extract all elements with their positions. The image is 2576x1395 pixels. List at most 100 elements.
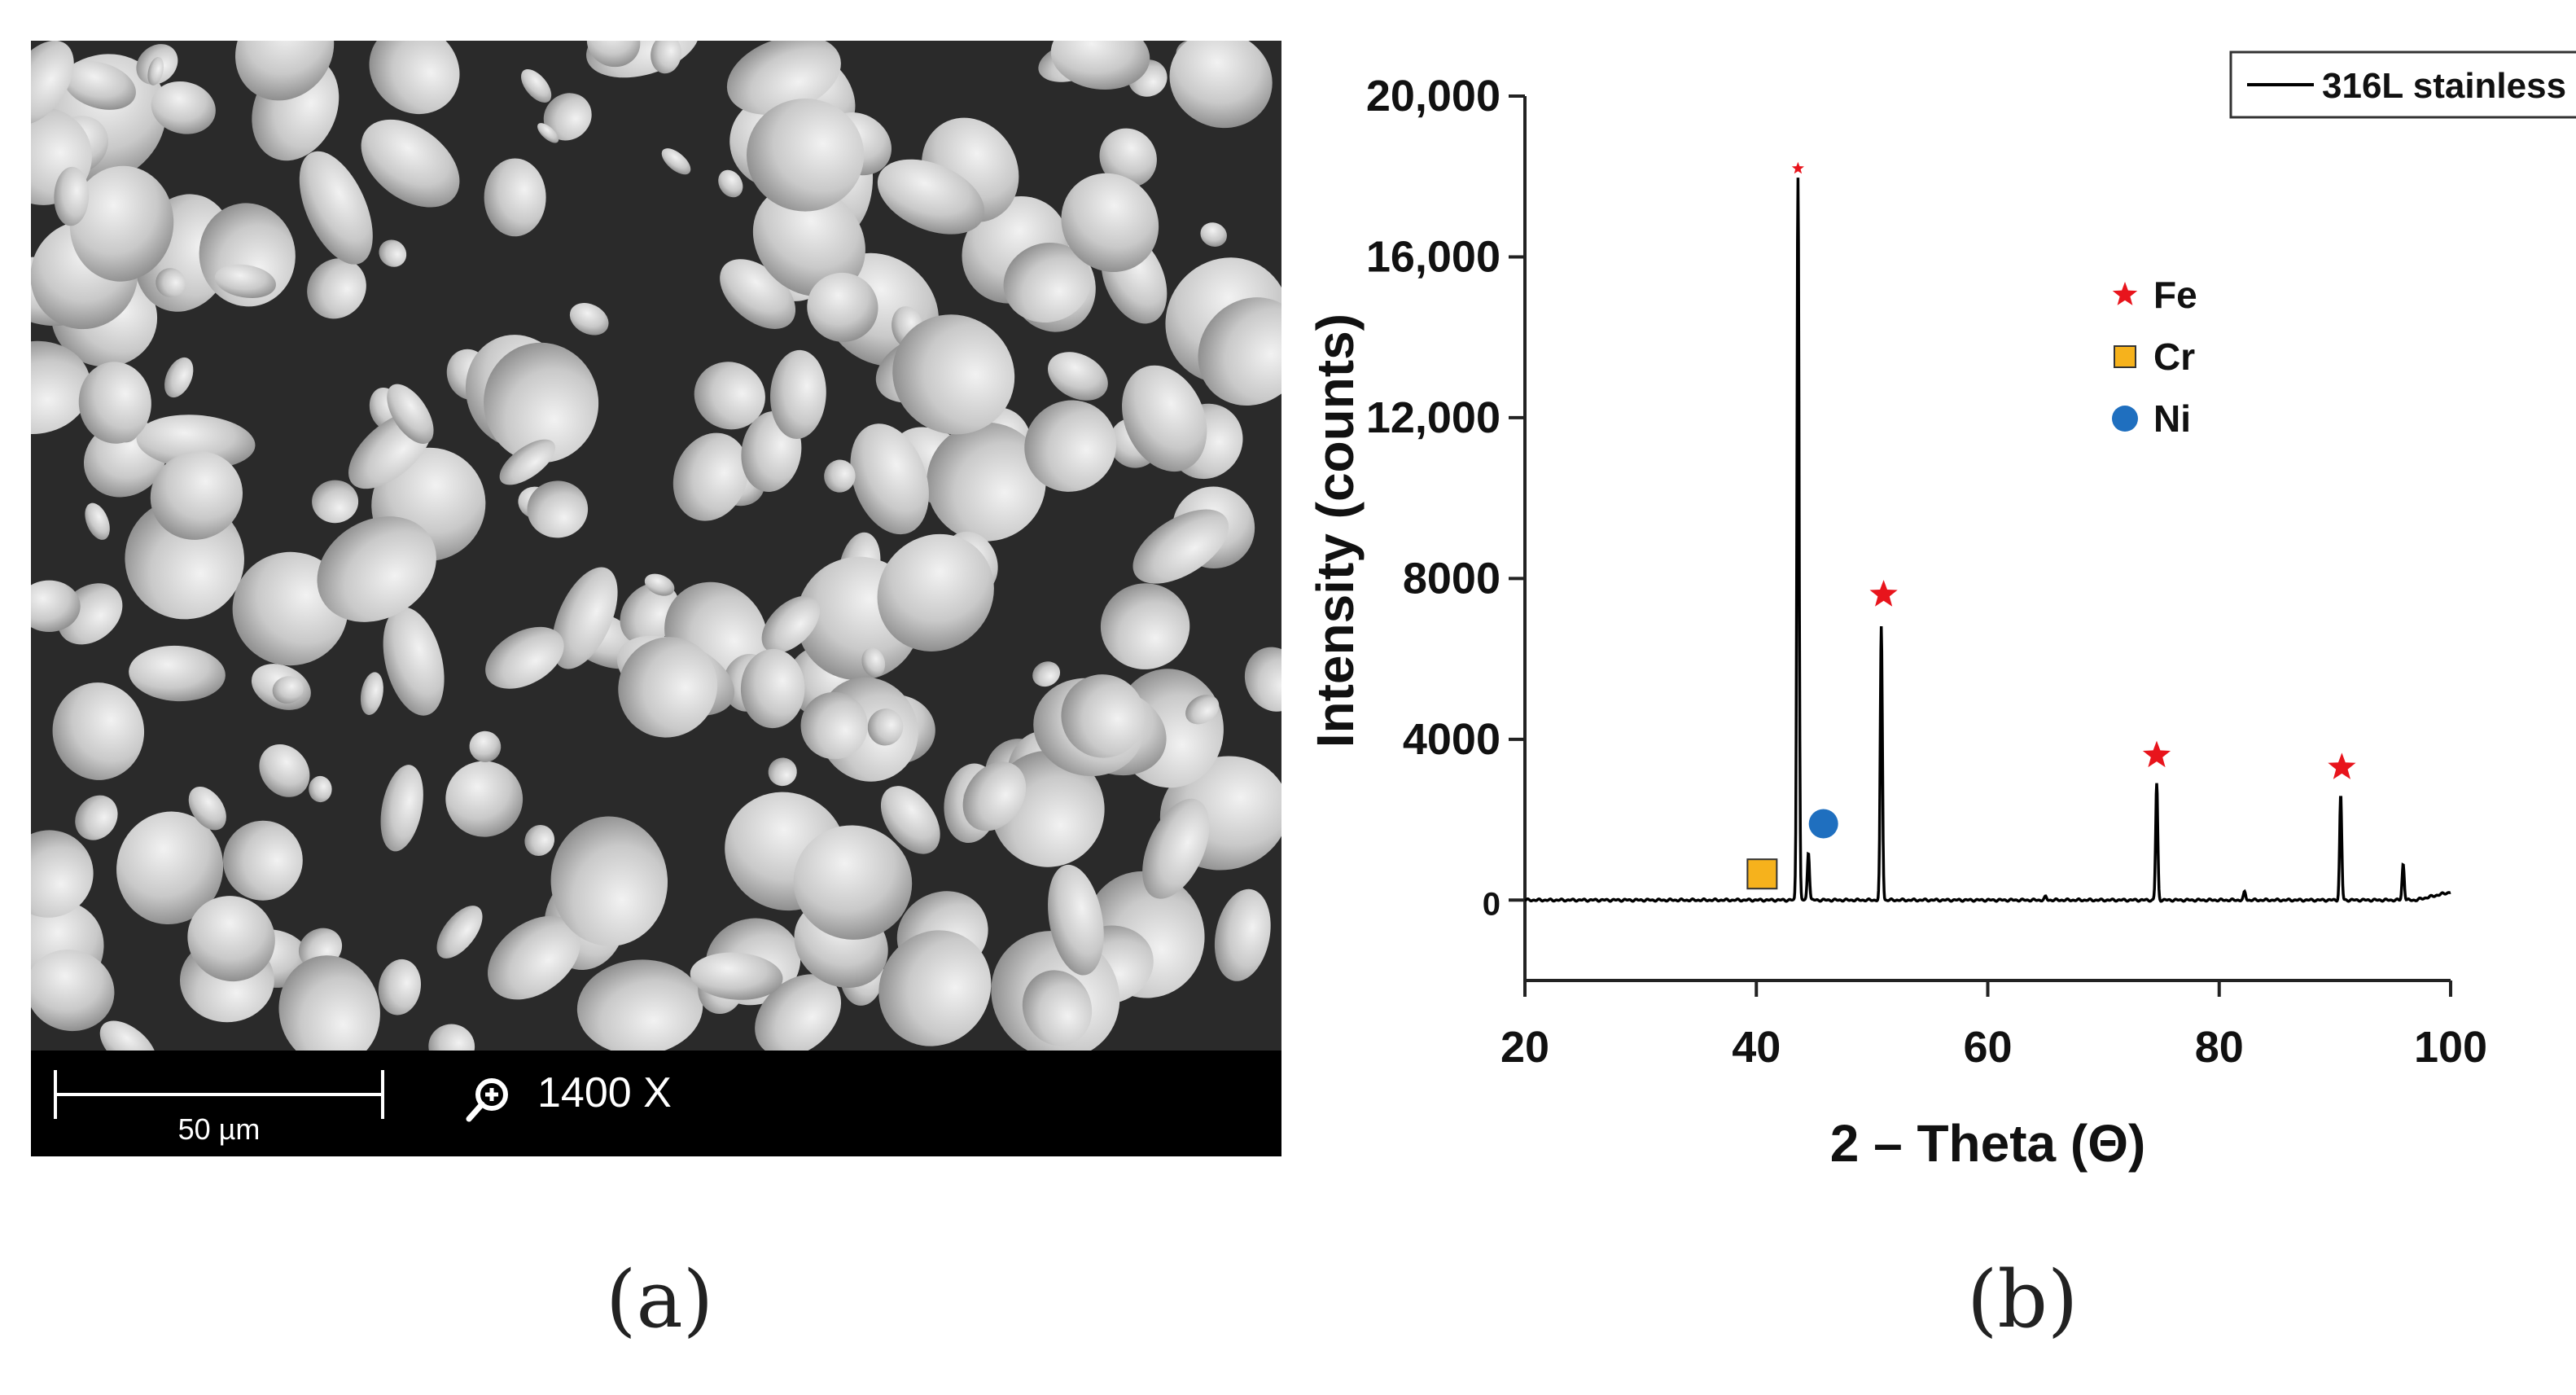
powder-particle (1185, 695, 1220, 725)
powder-particle (380, 765, 423, 852)
powder-particle (576, 959, 703, 1051)
powder-particle (259, 744, 310, 797)
powder-particle (485, 626, 564, 689)
powder-particle (521, 69, 552, 103)
powder-particle (69, 165, 174, 282)
powder-particle (223, 820, 303, 901)
powder-particle (690, 952, 783, 1000)
powder-particle (428, 1024, 475, 1051)
x-tick-label: 60 (1963, 1023, 2012, 1072)
powder-particle (550, 816, 668, 946)
phase-legend-marker (2112, 282, 2138, 305)
sem-micrograph-panel: 50 µm 1400 X (31, 41, 1281, 1156)
powder-particle (740, 648, 805, 729)
x-tick-label: 40 (1732, 1023, 1781, 1072)
powder-particle (1024, 400, 1117, 492)
powder-particle (31, 340, 91, 434)
powder-particle (877, 159, 985, 235)
powder-particle (962, 761, 1027, 831)
powder-particle (552, 567, 618, 669)
powder-particle (499, 439, 555, 485)
y-tick-label: 12,000 (1366, 393, 1500, 442)
powder-particle (469, 730, 502, 762)
powder-particle (299, 151, 373, 265)
powder-particle (369, 41, 460, 115)
panel-caption-a: (a) (606, 1254, 714, 1345)
y-tick-label: 0 (1483, 886, 1500, 922)
y-axis-label: Intensity (counts) (1306, 314, 1365, 748)
powder-particle (867, 708, 904, 746)
powder-particle (800, 691, 868, 760)
powder-particle (361, 119, 460, 208)
phase-legend-label: Ni (2153, 397, 2191, 440)
x-axis-label: 2 – Theta (Θ) (1830, 1114, 2146, 1173)
powder-particle (484, 342, 599, 463)
powder-particle (746, 99, 865, 212)
powder-particle (445, 761, 524, 837)
powder-particle (1244, 647, 1281, 712)
powder-particle (379, 239, 407, 267)
powder-particle (1142, 798, 1210, 899)
powder-particle (807, 272, 878, 342)
panel-caption-b: (b) (1967, 1254, 2079, 1345)
powder-particle (1214, 888, 1271, 981)
scale-bar-label: 50 µm (177, 1112, 261, 1146)
star-marker (2142, 740, 2171, 768)
powder-particle (85, 502, 110, 540)
star-marker (2328, 752, 2356, 779)
powder-particle (927, 422, 1046, 542)
powder-particle (880, 786, 940, 854)
magnification-label: 1400 X (537, 1069, 672, 1116)
y-tick-label: 20,000 (1366, 72, 1500, 121)
powder-particle (651, 41, 682, 74)
powder-particle (129, 645, 226, 702)
powder-particle (1048, 864, 1104, 976)
powder-particle (78, 362, 151, 444)
powder-particle (755, 974, 842, 1051)
powder-particle (383, 607, 445, 716)
star-marker (1791, 161, 1804, 174)
powder-particle (1169, 41, 1273, 129)
powder-particle (770, 349, 826, 439)
sem-micrograph-image (31, 41, 1281, 1051)
powder-particle (1003, 242, 1092, 323)
series-line (1524, 178, 2451, 903)
scale-bar-tick (381, 1070, 384, 1119)
powder-particle (1032, 661, 1061, 687)
sem-data-bar: 50 µm 1400 X (31, 1051, 1281, 1156)
powder-particle (116, 811, 224, 925)
powder-particle (54, 166, 90, 226)
powder-particle (99, 1020, 157, 1051)
powder-particle (360, 672, 383, 715)
powder-particle (1132, 509, 1229, 584)
powder-particle (151, 81, 216, 134)
x-tick-label: 100 (2414, 1023, 2487, 1072)
chart-axes (1523, 96, 2451, 982)
powder-particles-image (31, 41, 1281, 1051)
powder-particle (1047, 352, 1108, 401)
powder-particle (694, 362, 765, 430)
powder-particle (164, 357, 194, 398)
powder-particle (136, 415, 256, 469)
chart-annotations (1746, 161, 2356, 890)
phase-legend-marker (2112, 406, 2138, 432)
powder-particle (1050, 41, 1150, 90)
powder-particle (752, 184, 865, 297)
powder-particle (63, 61, 136, 110)
powder-particle (877, 533, 994, 651)
powder-particle (586, 41, 641, 68)
powder-particle (672, 432, 749, 521)
powder-particle (718, 169, 743, 198)
powder-particle (214, 264, 276, 299)
powder-particle (188, 787, 226, 831)
legend-label: 316L stainless steel powder (2322, 66, 2576, 106)
powder-particle (1022, 970, 1093, 1046)
powder-particle (878, 930, 992, 1046)
powder-particle (761, 595, 820, 653)
powder-particle (31, 580, 81, 632)
star-marker (1869, 580, 1898, 607)
powder-particle (1122, 365, 1207, 472)
powder-particle (1100, 583, 1190, 669)
powder-particle (378, 959, 422, 1016)
powder-particle (1061, 173, 1159, 273)
